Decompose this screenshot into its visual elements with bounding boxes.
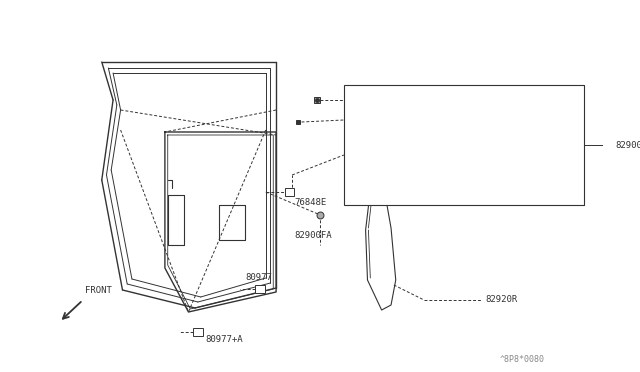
Text: 76848E: 76848E [294,198,326,206]
Bar [193,328,203,336]
Bar [344,85,584,205]
Text: FRONT: FRONT [85,286,111,295]
Text: 82900F: 82900F [349,116,381,125]
Text: 82900FA: 82900FA [294,231,332,240]
Bar [285,188,294,196]
Text: 82900FB: 82900FB [349,96,387,105]
Text: 82920R: 82920R [485,295,518,305]
Text: ^8P8*0080: ^8P8*0080 [499,356,545,365]
Text: 80977: 80977 [245,273,272,282]
Text: 82900: 82900 [615,141,640,150]
Text: 80977+A: 80977+A [205,336,243,344]
Bar [255,285,265,293]
